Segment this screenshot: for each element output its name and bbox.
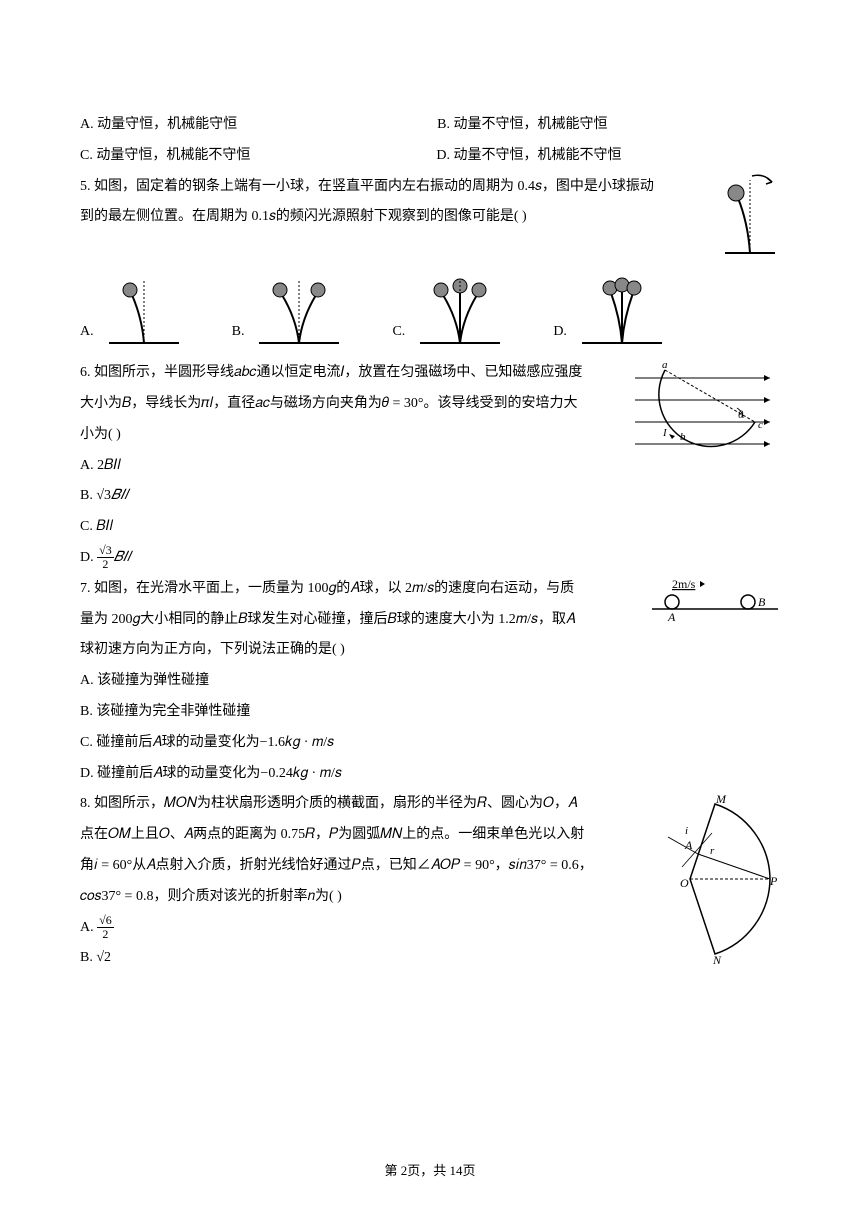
q4-opt-a: A. 动量守恒，机械能守恒	[80, 110, 237, 141]
q6-text1: 6. 如图所示，半圆形导线𝑎𝑏𝑐通以恒定电流𝐼，放置在匀强磁场中、已知磁感应强度	[80, 358, 610, 389]
q5-opt-d-wrap: D.	[553, 273, 667, 348]
q6-opt-a: A. 2𝐵𝐼𝑙	[80, 451, 610, 482]
q8-text4: 𝑐𝑜𝑠37° = 0.8，则介质对该光的折射率𝑛为( )	[80, 882, 640, 913]
q5-text1: 5. 如图，固定着的钢条上端有一小球，在竖直平面内左右振动的周期为 0.4𝑠，图…	[80, 172, 680, 203]
q6b-sqrt: √3	[96, 488, 111, 503]
q7-opt-c: C. 碰撞前后𝐴球的动量变化为−1.6𝑘𝑔 · 𝑚/𝑠	[80, 728, 630, 759]
q7-opt-d: D. 碰撞前后𝐴球的动量变化为−0.24𝑘𝑔 · 𝑚/𝑠	[80, 759, 630, 790]
q6d-den: 2	[100, 558, 110, 571]
svg-text:b: b	[680, 431, 686, 443]
q5-d-label: D.	[553, 317, 567, 348]
q5-opt-a-fig	[104, 273, 184, 348]
q5-b-label: B.	[232, 317, 245, 348]
svg-text:a: a	[662, 359, 668, 371]
q5-main-figure	[720, 168, 780, 258]
q8-text3: 角𝑖 = 60°从𝐴点射入介质，折射光线恰好通过𝑃点，已知∠𝐴𝑂𝑃 = 90°，…	[80, 851, 640, 882]
q5-text2: 到的最左侧位置。在周期为 0.1𝑠的频闪光源照射下观察到的图像可能是( )	[80, 202, 780, 233]
q8a-pre: A.	[80, 920, 97, 935]
svg-text:O: O	[680, 876, 689, 890]
page-footer: 第 2页，共 14页	[0, 1157, 860, 1186]
q6d-pre: D.	[80, 550, 97, 565]
q5-opt-b-fig	[254, 273, 344, 348]
svg-text:M: M	[715, 792, 727, 806]
q6-text2: 大小为𝐵，导线长为𝜋𝑙，直径𝑎𝑐与磁场方向夹角为𝜃 = 30°。该导线受到的安培…	[80, 389, 610, 420]
q4-options-ab: A. 动量守恒，机械能守恒 B. 动量不守恒，机械能守恒	[80, 110, 780, 141]
q6-opt-d: D. √32 𝐵𝐼𝑙	[80, 543, 610, 574]
q6d-num: √3	[97, 544, 114, 558]
svg-text:A: A	[667, 610, 676, 624]
q8-text1: 8. 如图所示，𝑀𝑂𝑁为柱状扇形透明介质的横截面，扇形的半径为𝑅、圆心为𝑂，𝐴	[80, 789, 640, 820]
q7-figure: 2m/s A B	[650, 574, 780, 624]
q6d-post: 𝐵𝐼𝑙	[114, 550, 131, 565]
q5-opt-c-fig	[415, 273, 505, 348]
svg-text:B: B	[758, 595, 766, 609]
q7-opt-a: A. 该碰撞为弹性碰撞	[80, 666, 630, 697]
svg-text:2m/s: 2m/s	[672, 577, 696, 591]
q4-opt-b: B. 动量不守恒，机械能守恒	[437, 110, 607, 141]
q4-opt-d: D. 动量不守恒，机械能不守恒	[436, 141, 621, 172]
q8a-num: √6	[97, 914, 114, 928]
q5-a-label: A.	[80, 317, 94, 348]
q8-text2: 点在𝑂𝑀上且𝑂、𝐴两点的距离为 0.75𝑅，𝑃为圆弧𝑀𝑁上的点。一细束单色光以入…	[80, 820, 640, 851]
q4-opt-c: C. 动量守恒，机械能不守恒	[80, 141, 250, 172]
q7-text3: 球初速方向为正方向，下列说法正确的是( )	[80, 635, 630, 666]
q6-opt-b: B. √3𝐵𝐼𝑙	[80, 481, 610, 512]
q5-opt-c-wrap: C.	[392, 273, 505, 348]
q7-text2: 量为 200𝑔大小相同的静止𝐵球发生对心碰撞，撞后𝐵球的速度大小为 1.2𝑚/𝑠…	[80, 605, 630, 636]
svg-text:r: r	[710, 845, 715, 857]
q8-opt-b: B. √2	[80, 943, 640, 974]
q7-text1: 7. 如图，在光滑水平面上，一质量为 100𝑔的𝐴球，以 2𝑚/𝑠的速度向右运动…	[80, 574, 630, 605]
q5-opt-a-wrap: A.	[80, 273, 184, 348]
svg-text:i: i	[685, 825, 688, 837]
q5-opt-d-fig	[577, 273, 667, 348]
svg-text:N: N	[712, 953, 722, 967]
svg-text:P: P	[769, 874, 778, 888]
q8-figure: M N O P A i r	[660, 789, 780, 969]
svg-text:I: I	[662, 427, 668, 439]
q8-block: 8. 如图所示，𝑀𝑂𝑁为柱状扇形透明介质的横截面，扇形的半径为𝑅、圆心为𝑂，𝐴 …	[80, 789, 780, 974]
q6-text3: 小为( )	[80, 420, 610, 451]
q6-figure: a c b I θ	[630, 358, 780, 458]
q8a-den: 2	[100, 928, 110, 941]
q5-c-label: C.	[392, 317, 405, 348]
q6b-pre: B.	[80, 488, 96, 503]
q6-opt-c: C. 𝐵𝐼𝑙	[80, 512, 610, 543]
q5-options: A. B. C. D.	[80, 273, 780, 348]
q8-opt-a: A. √62	[80, 913, 640, 944]
q4-options-cd: C. 动量守恒，机械能不守恒 D. 动量不守恒，机械能不守恒	[80, 141, 780, 172]
q8b-sqrt: √2	[96, 950, 111, 965]
q6b-post: 𝐵𝐼𝑙	[111, 488, 128, 503]
q7-opt-b: B. 该碰撞为完全非弹性碰撞	[80, 697, 630, 728]
q8b-pre: B.	[80, 950, 96, 965]
svg-text:c: c	[758, 419, 763, 431]
q6-block: 6. 如图所示，半圆形导线𝑎𝑏𝑐通以恒定电流𝐼，放置在匀强磁场中、已知磁感应强度…	[80, 358, 780, 574]
svg-text:A: A	[684, 838, 693, 852]
q7-block: 7. 如图，在光滑水平面上，一质量为 100𝑔的𝐴球，以 2𝑚/𝑠的速度向右运动…	[80, 574, 780, 790]
q5-opt-b-wrap: B.	[232, 273, 345, 348]
